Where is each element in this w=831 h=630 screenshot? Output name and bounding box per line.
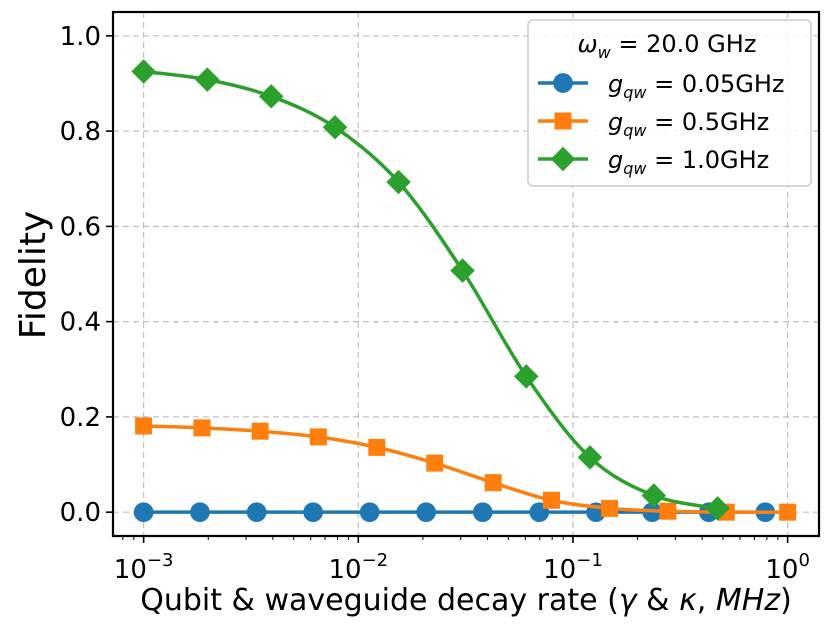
plot-frame (111, 10, 821, 538)
x-label-kappa: κ (679, 583, 697, 618)
data-point (258, 84, 284, 109)
y-axis-label: Fidelity (13, 211, 54, 340)
data-point (426, 454, 444, 472)
legend-entry: gqw = 0.05GHz (538, 70, 785, 102)
data-point (309, 428, 327, 446)
data-point (251, 422, 269, 440)
legend-marker (553, 73, 573, 93)
x-label-amp: & (637, 583, 679, 618)
data-point (246, 502, 267, 523)
data-point (359, 502, 380, 523)
y-tick-label: 0.4 (60, 308, 101, 338)
legend-marker (554, 112, 572, 130)
y-tick-label: 0.0 (60, 498, 101, 528)
data-point (705, 496, 730, 521)
data-point (386, 169, 411, 195)
data-point (601, 499, 619, 517)
series-square (135, 417, 797, 521)
data-point (659, 502, 677, 520)
legend-entry: gqw = 1.0GHz (538, 146, 769, 178)
data-point (193, 419, 211, 437)
legend-label: gqw = 0.5GHz (608, 108, 769, 140)
x-label-unit: MHz (716, 583, 781, 618)
data-point (450, 258, 475, 283)
y-tick-label: 0.8 (60, 117, 101, 147)
x-tick-label: 10−2 (328, 550, 388, 585)
x-label-prefix: Qubit & waveguide decay rate ( (140, 583, 619, 618)
x-tick-label: 10−1 (543, 550, 603, 585)
data-point (779, 503, 797, 521)
data-point (195, 67, 220, 92)
x-tick-label: 10−3 (114, 550, 174, 585)
series-diamond (131, 59, 730, 521)
data-point (133, 502, 154, 523)
legend-marker (550, 146, 576, 172)
legend-entries: gqw = 0.05GHz gqw = 0.5GHz gqw = 1.0GHz (538, 70, 785, 178)
data-point (484, 474, 502, 492)
legend-label: gqw = 1.0GHz (608, 146, 769, 178)
data-point (472, 502, 493, 523)
legend-box (527, 19, 812, 187)
data-point (514, 364, 539, 389)
series-line (141, 69, 720, 511)
data-point (542, 491, 560, 509)
data-point (577, 445, 603, 470)
data-point (190, 502, 210, 523)
data-point (131, 59, 156, 84)
x-label-comma: , (697, 583, 716, 618)
data-point (416, 502, 436, 523)
y-tick-label: 1.0 (60, 22, 101, 52)
x-label-gamma: γ (619, 583, 639, 618)
data-point (641, 483, 667, 508)
tick-layer: 10−3 10−2 10−1 100 0.0 0.2 0.4 0.6 0.8 1.0 (60, 22, 810, 585)
data-point (303, 502, 323, 523)
legend-title: ωw = 20.0 GHz (578, 30, 757, 62)
y-tick-label: 0.6 (60, 212, 101, 242)
x-label-suffix: ) (780, 583, 792, 618)
x-tick-label: 100 (765, 550, 810, 585)
series-layer (131, 59, 797, 523)
x-axis-label: Qubit & waveguide decay rate (γ & κ, MHz… (140, 583, 792, 618)
legend-label: gqw = 0.05GHz (608, 70, 785, 102)
legend-entry: gqw = 0.5GHz (538, 108, 769, 140)
data-point (368, 438, 386, 456)
y-tick-label: 0.2 (60, 403, 101, 433)
data-point (322, 115, 348, 140)
data-point (135, 417, 153, 435)
